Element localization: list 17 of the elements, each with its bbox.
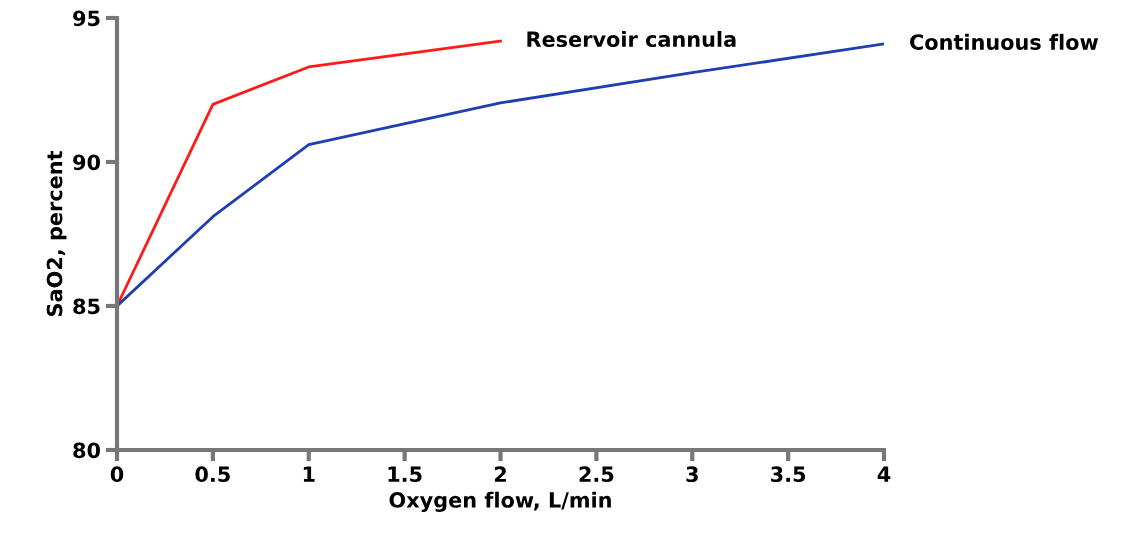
- x-tick-label: 0.5: [195, 466, 230, 483]
- y-tick-label: 95: [73, 10, 100, 27]
- y-tick-label: 80: [73, 442, 101, 459]
- x-tick-label: 3: [686, 466, 698, 483]
- x-tick-label: 3.5: [771, 466, 806, 483]
- x-tick-label: 0: [110, 466, 124, 483]
- y-tick-label: 90: [73, 154, 101, 171]
- x-tick-label: 1.5: [388, 466, 422, 483]
- series-label: Continuous flow: [910, 33, 1099, 50]
- x-tick-label: 2.5: [579, 466, 614, 483]
- y-axis-title: SaO2, percent: [46, 150, 67, 317]
- x-tick-label: 1: [303, 466, 315, 482]
- x-tick-label: 2: [494, 466, 506, 482]
- series-label: Reservoir cannula: [527, 30, 736, 48]
- x-tick-label: 4: [877, 466, 891, 482]
- y-tick-label: 85: [73, 298, 100, 315]
- x-axis-title: Oxygen flow, L/min: [389, 491, 611, 513]
